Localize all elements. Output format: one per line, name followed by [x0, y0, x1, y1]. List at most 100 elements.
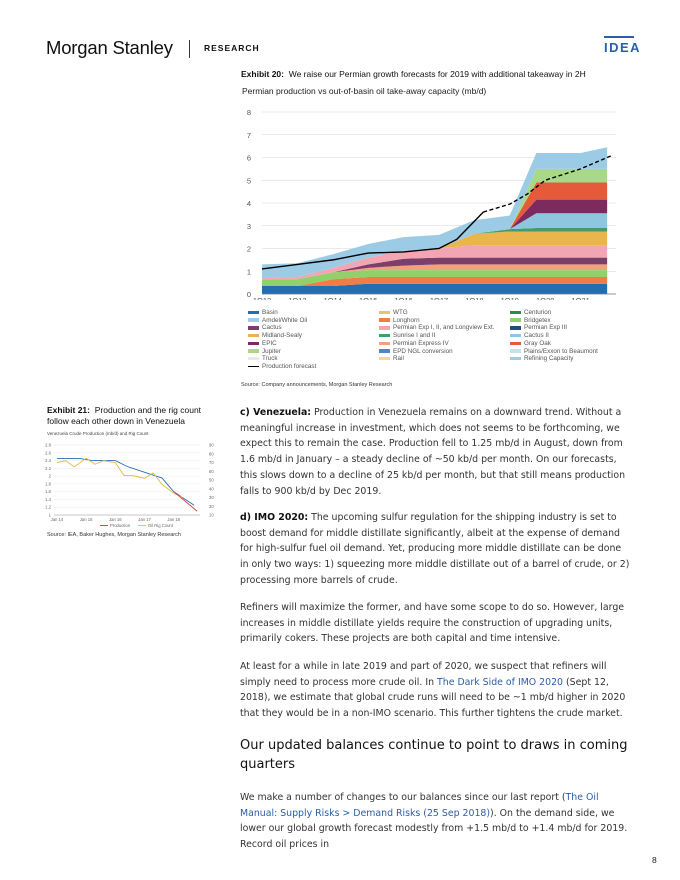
legend-label: Production [110, 523, 131, 528]
y-right-tick-label: 60 [209, 469, 214, 474]
area-series [262, 257, 608, 280]
legend-swatch [248, 310, 259, 315]
y-tick-label: 5 [247, 176, 251, 185]
para4-end: (Sept 12, 2018), we estimate that global… [240, 676, 626, 720]
y-right-tick-label: 90 [209, 443, 214, 448]
legend-label: Plains/Exxon to Beaumont [524, 347, 598, 355]
y-left-tick-label: 1.6 [45, 489, 51, 494]
exhibit-20-source: Source: Company announcements, Morgan St… [241, 382, 393, 388]
legend-label: Permian Exp III [524, 324, 568, 332]
legend-item: EPD NGL conversion [379, 348, 453, 355]
legend-swatch [510, 349, 521, 353]
y-left-tick-label: 2.4 [45, 458, 51, 463]
y-right-tick-label: 40 [209, 486, 214, 491]
legend-label: Jupiter [262, 347, 281, 355]
series-line [173, 491, 198, 512]
legend-item: EPIC [248, 340, 277, 347]
legend-label: Longhorn [393, 316, 420, 324]
legend-swatch [510, 310, 521, 315]
legend-swatch [510, 341, 521, 346]
legend-label: Amdel/White Oil [262, 316, 308, 324]
legend-label: WTG [393, 309, 408, 316]
y-right-tick-label: 10 [209, 513, 214, 518]
legend-swatch [248, 341, 259, 346]
x-tick-label: 1Q16 [394, 296, 412, 300]
legend-swatch [510, 356, 521, 361]
area-series [262, 199, 608, 279]
legend-label: Gray Oak [524, 339, 551, 347]
venezuela-production-chart: 2.8 2.6 2.4 2.2 2 1.8 1.6 1.4 1.2 1 90 80 70 60 50 40 30… [45, 443, 214, 529]
para4-start: At least for a while in late 2019 and pa… [240, 661, 607, 688]
legend-item: Basin [248, 309, 278, 316]
area-series [262, 264, 608, 280]
y-left-tick-label: 2.2 [45, 466, 51, 471]
exhibit-21-subtitle: Venezuela Crude Production (mb/d) and Ri… [47, 431, 149, 436]
legend-swatch [248, 326, 259, 330]
para5-start: We make a number of changes to our balan… [240, 792, 566, 803]
legend-item: Cactus [248, 324, 282, 331]
y-left-tick-label: 1.8 [45, 481, 51, 486]
badge-rule [604, 36, 634, 38]
dark-side-imo-link[interactable]: The Dark Side of IMO 2020 [437, 676, 564, 688]
legend-swatch [379, 310, 390, 315]
y-tick-label: 3 [247, 222, 251, 231]
y-left-tick-label: 1.4 [45, 497, 51, 502]
production-forecast-line [483, 154, 613, 213]
production-line [261, 211, 484, 270]
legend-label: Basin [262, 309, 278, 316]
y-tick-label: 4 [247, 199, 251, 208]
legend-item: Midland-Sealy [248, 332, 302, 339]
legend-item: Refining Capacity [510, 355, 573, 362]
legend-label: Permian Exp I, II, and Longview Ext. [393, 324, 495, 332]
y-tick-label: 0 [247, 290, 251, 299]
legend-swatch [510, 333, 521, 338]
legend-item: Centurion [510, 309, 551, 316]
legend-label: Cactus [262, 324, 282, 332]
y-left-tick-label: 1 [49, 513, 52, 518]
area-series [262, 231, 608, 279]
section-label: RESEARCH [204, 43, 260, 53]
venezuela-paragraph: c) Venezuela: Production in Venezuela re… [240, 405, 632, 499]
exhibit-21-label: Exhibit 21: [47, 405, 90, 415]
legend-item: Gray Oak [510, 340, 551, 347]
imo-text: The upcoming sulfur regulation for the s… [240, 512, 630, 586]
legend-item: Permian Exp I, II, and Longview Ext. [379, 324, 495, 331]
x-tick-label: 1Q13 [288, 296, 306, 300]
y-right-tick-label: 20 [209, 504, 214, 509]
x-tick-label: 1Q12 [253, 296, 271, 300]
x-tick-label: 1Q14 [324, 296, 342, 300]
legend-swatch [379, 318, 390, 322]
refiners-paragraph: Refiners will maximize the former, and h… [240, 602, 625, 645]
y-tick-label: 1 [247, 267, 251, 276]
exhibit-21-caption: Production and the rig count follow each… [47, 405, 202, 426]
y-tick-label: 8 [247, 108, 251, 117]
crude-runs-paragraph: At least for a while in late 2019 and pa… [240, 659, 632, 722]
legend-item: Jupiter [248, 348, 281, 355]
permian-capacity-chart: 0 1 2 3 4 5 6 7 8 1Q12 1Q13 1Q14 1Q15 1Q16 1Q17 1Q18 1Q1… [247, 108, 616, 300]
oil-manual-link[interactable]: The Oil Manual: Supply Risks > Demand Ri… [240, 792, 599, 819]
legend-swatch [510, 326, 521, 330]
y-tick-label: 6 [247, 154, 251, 163]
legend-item: Bridgetex [510, 317, 551, 324]
legend-item: Amdel/White Oil [248, 317, 307, 324]
legend-swatch [379, 326, 390, 330]
imo-lead: d) IMO 2020: [240, 512, 309, 523]
brand-logo: Morgan Stanley [46, 37, 173, 58]
legend-item: Production forecast [248, 363, 316, 370]
legend-label: Bridgetex [524, 316, 551, 324]
exhibit-20-title: Exhibit 20: We raise our Permian growth … [241, 69, 586, 79]
x-tick-label: 1Q17 [430, 296, 448, 300]
exhibit-20-subtitle: Permian production vs out-of-basin oil t… [242, 86, 487, 96]
legend-item: Permian Exp III [510, 324, 567, 331]
legend-swatch [379, 333, 390, 338]
y-right-tick-label: 70 [209, 460, 214, 465]
imo-paragraph: d) IMO 2020: The upcoming sulfur regulat… [240, 510, 632, 589]
y-right-tick-label: 30 [209, 495, 214, 500]
y-left-tick-label: 2.8 [45, 443, 51, 448]
legend-label: Sunrise I and II [393, 332, 436, 340]
balances-paragraph: We make a number of changes to our balan… [240, 790, 632, 853]
legend-label: Refining Capacity [524, 355, 574, 363]
legend-swatch [379, 356, 390, 361]
legend-swatch [248, 333, 259, 338]
legend-item: Rail [379, 355, 404, 362]
